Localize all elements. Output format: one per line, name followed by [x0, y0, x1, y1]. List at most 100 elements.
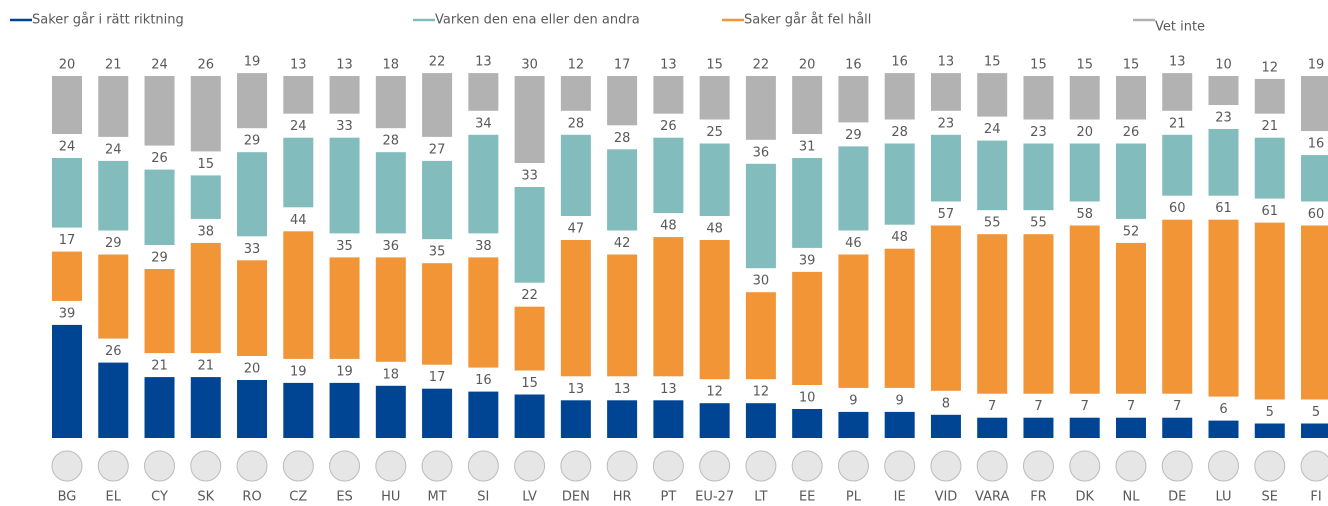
bar-segment — [1301, 423, 1328, 438]
x-tick-label: SK — [197, 490, 214, 505]
bar-segment — [884, 73, 915, 120]
bar-segment — [653, 237, 684, 377]
bar-segment — [1301, 225, 1328, 400]
bar-segment — [1023, 417, 1054, 438]
x-tick-label: EU-27 — [695, 490, 734, 505]
bar-segment — [329, 382, 360, 438]
value-label: 7 — [1173, 399, 1181, 414]
value-label: 24 — [290, 119, 307, 134]
flag — [514, 450, 546, 482]
x-tick-label: IE — [894, 490, 906, 505]
value-label: 13 — [660, 58, 677, 73]
bar-segment — [1115, 76, 1146, 120]
bar-segment — [699, 76, 730, 120]
value-label: 15 — [984, 55, 1001, 70]
value-label: 33 — [244, 242, 261, 257]
value-label: 26 — [198, 58, 215, 73]
bar-segment — [237, 260, 268, 356]
x-tick-label: FI — [1310, 490, 1321, 505]
bar-segment — [1069, 225, 1100, 394]
value-label: 42 — [614, 236, 631, 251]
value-label: 21 — [105, 58, 122, 73]
bar-segment — [838, 146, 869, 231]
value-label: 55 — [984, 216, 1001, 231]
value-label: 39 — [59, 306, 76, 321]
bar-segment — [190, 377, 221, 438]
x-tick-label: CY — [151, 490, 168, 505]
bar-segment — [144, 269, 175, 354]
bar-segment — [422, 263, 453, 365]
value-label: 29 — [244, 134, 261, 149]
value-label: 30 — [521, 58, 538, 73]
bar-segment — [422, 73, 453, 137]
value-label: 12 — [1261, 60, 1278, 75]
value-label: 13 — [1169, 55, 1186, 70]
value-label: 27 — [429, 142, 446, 157]
bar-segment — [560, 76, 591, 111]
bar-segment — [1115, 242, 1146, 394]
value-label: 36 — [753, 145, 770, 160]
value-label: 58 — [1076, 207, 1093, 222]
flag — [1208, 450, 1239, 482]
bar-segment — [884, 411, 915, 438]
bar-segment — [653, 400, 684, 438]
bar-segment — [884, 248, 915, 388]
bar-segment — [144, 169, 175, 245]
value-label: 33 — [521, 169, 538, 184]
value-label: 19 — [1308, 58, 1325, 73]
flag — [236, 450, 268, 482]
value-label: 25 — [706, 125, 723, 140]
bar-segment — [977, 234, 1008, 394]
value-label: 52 — [1123, 224, 1140, 239]
flag — [1069, 450, 1101, 482]
value-label: 7 — [1127, 399, 1135, 414]
value-label: 9 — [896, 393, 904, 408]
value-label: 31 — [799, 140, 816, 155]
bar-segment — [283, 76, 314, 114]
value-label: 60 — [1308, 207, 1325, 222]
value-label: 9 — [849, 393, 857, 408]
value-label: 30 — [753, 274, 770, 289]
legend-label: Saker går i rätt riktning — [32, 13, 184, 28]
bar-segment — [884, 143, 915, 225]
bar-segment — [98, 254, 129, 339]
value-label: 5 — [1266, 405, 1274, 420]
value-label: 13 — [938, 55, 955, 70]
bar-segment — [1162, 73, 1193, 111]
x-tick-label: MT — [427, 490, 446, 505]
x-tick-label: SI — [477, 490, 489, 505]
bar-segment — [699, 143, 730, 216]
value-label: 28 — [568, 116, 585, 131]
value-label: 15 — [521, 376, 538, 391]
x-tick-label: NL — [1122, 490, 1140, 505]
flag — [1022, 450, 1054, 482]
bar-segment — [792, 409, 823, 438]
x-tick-label: BG — [58, 490, 77, 505]
bar-segment — [1162, 219, 1193, 394]
value-label: 44 — [290, 213, 307, 228]
bar-segment — [930, 73, 961, 111]
bar-segment — [1023, 143, 1054, 211]
legend-label: Varken den ena eller den andra — [435, 13, 640, 28]
bar-segment — [1254, 222, 1285, 400]
bar-segment — [930, 414, 961, 438]
bar-segment — [792, 271, 823, 385]
value-label: 19 — [336, 364, 353, 379]
value-label: 29 — [105, 236, 122, 251]
flag — [1254, 450, 1286, 482]
value-label: 22 — [753, 58, 770, 73]
bar-segment — [1162, 134, 1193, 196]
bar-segment — [1162, 417, 1193, 438]
value-label: 20 — [799, 58, 816, 73]
bar-segment — [1069, 417, 1100, 438]
bar-segment — [1301, 76, 1328, 132]
bar-segment — [1069, 76, 1100, 120]
flag — [467, 450, 499, 482]
value-label: 60 — [1169, 201, 1186, 216]
x-tick-label: HR — [613, 490, 632, 505]
bar-segment — [792, 76, 823, 134]
bar-segment — [1115, 417, 1146, 438]
value-label: 21 — [198, 359, 215, 374]
bar-segment — [1208, 420, 1239, 438]
